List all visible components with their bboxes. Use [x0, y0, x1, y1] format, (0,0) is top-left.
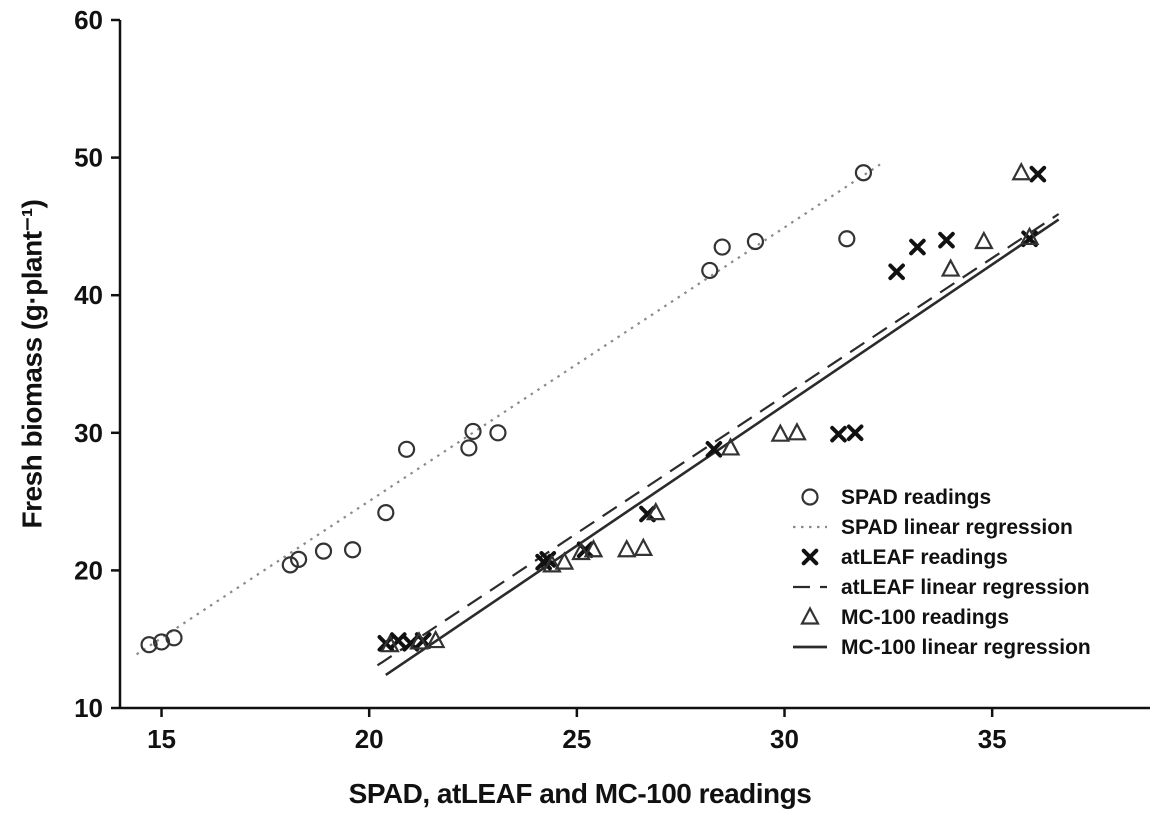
y-axis-title: Fresh biomass (g·plant⁻¹)	[16, 199, 48, 529]
legend-label: SPAD linear regression	[841, 516, 1073, 539]
triangle-marker	[1011, 161, 1032, 181]
x-axis-title: SPAD, atLEAF and MC-100 readings	[348, 778, 812, 809]
y-tick-label: 20	[74, 555, 103, 585]
circle-marker	[165, 629, 183, 647]
x-tick-label: 20	[355, 724, 384, 754]
x-tick-label: 30	[770, 724, 799, 754]
triangle-marker	[409, 631, 429, 650]
triangle-marker	[571, 541, 591, 561]
y-tick-label: 40	[74, 280, 103, 310]
triangle-marker	[583, 538, 604, 558]
circle-marker	[397, 440, 416, 458]
legend-label: SPAD readings	[841, 486, 991, 509]
y-tick-label: 60	[74, 5, 103, 35]
circle-marker	[343, 541, 362, 559]
regression-line-solid	[385, 218, 1060, 677]
x-tick-label: 15	[147, 724, 176, 754]
triangle-marker	[940, 258, 961, 277]
triangle-marker	[554, 551, 575, 570]
tick-labels: 15 20 25 30 35 10 20 30 40 50 60	[74, 5, 1007, 754]
x-marker	[830, 425, 847, 443]
circle-marker	[801, 488, 819, 506]
x-marker	[888, 263, 905, 281]
triangle-marker	[787, 421, 807, 441]
circle-marker	[464, 422, 482, 441]
circle-marker	[314, 542, 333, 560]
legend-item: MC-100 readings	[800, 606, 1009, 629]
regression-line-dotted	[136, 163, 881, 656]
triangle-marker	[425, 629, 446, 649]
legend-label: atLEAF readings	[841, 546, 1008, 569]
legend-item: MC-100 linear regression	[793, 636, 1091, 659]
x-marker	[909, 238, 926, 256]
triangle-marker	[645, 501, 666, 521]
x-marker	[1029, 165, 1047, 183]
triangle-marker	[633, 537, 654, 556]
legend-item: atLEAF linear regression	[793, 576, 1090, 599]
x-tick-label: 25	[562, 724, 591, 754]
series-circle	[140, 164, 873, 654]
regression-line-dashed	[376, 213, 1060, 667]
legend-item: SPAD readings	[801, 486, 991, 509]
circle-marker	[746, 232, 765, 251]
triangle-marker	[1019, 226, 1040, 246]
circle-marker	[713, 238, 731, 256]
x-marker	[705, 441, 723, 458]
circle-marker	[289, 550, 308, 568]
legend: SPAD readings SPAD linear regression atLEA…	[793, 486, 1091, 659]
y-tick-label: 30	[74, 418, 103, 448]
triangle-marker	[974, 230, 994, 250]
triangle-marker	[380, 633, 400, 653]
y-tick-label: 10	[74, 693, 103, 723]
y-tick-label: 50	[74, 143, 103, 173]
circle-marker	[838, 230, 856, 248]
x-tick-label: 35	[978, 724, 1007, 754]
series-triangle	[380, 161, 1040, 653]
circle-marker	[489, 424, 507, 442]
circle-marker	[377, 504, 395, 522]
circle-marker	[460, 439, 478, 457]
x-marker	[938, 231, 955, 249]
legend-label: MC-100 readings	[841, 606, 1009, 629]
legend-label: atLEAF linear regression	[841, 576, 1090, 599]
circle-marker	[140, 636, 158, 654]
triangle-marker	[720, 437, 741, 456]
legend-item: atLEAF readings	[801, 546, 1008, 569]
triangle-marker	[800, 606, 820, 625]
x-marker	[846, 424, 864, 442]
triangle-marker	[770, 423, 791, 442]
triangle-marker	[616, 538, 637, 558]
circle-marker	[854, 164, 873, 182]
circle-marker	[701, 261, 719, 280]
legend-label: MC-100 linear regression	[841, 636, 1091, 659]
x-marker	[801, 548, 819, 566]
triangle-marker	[542, 554, 562, 573]
axes	[111, 18, 1150, 717]
legend-item: SPAD linear regression	[793, 516, 1073, 539]
